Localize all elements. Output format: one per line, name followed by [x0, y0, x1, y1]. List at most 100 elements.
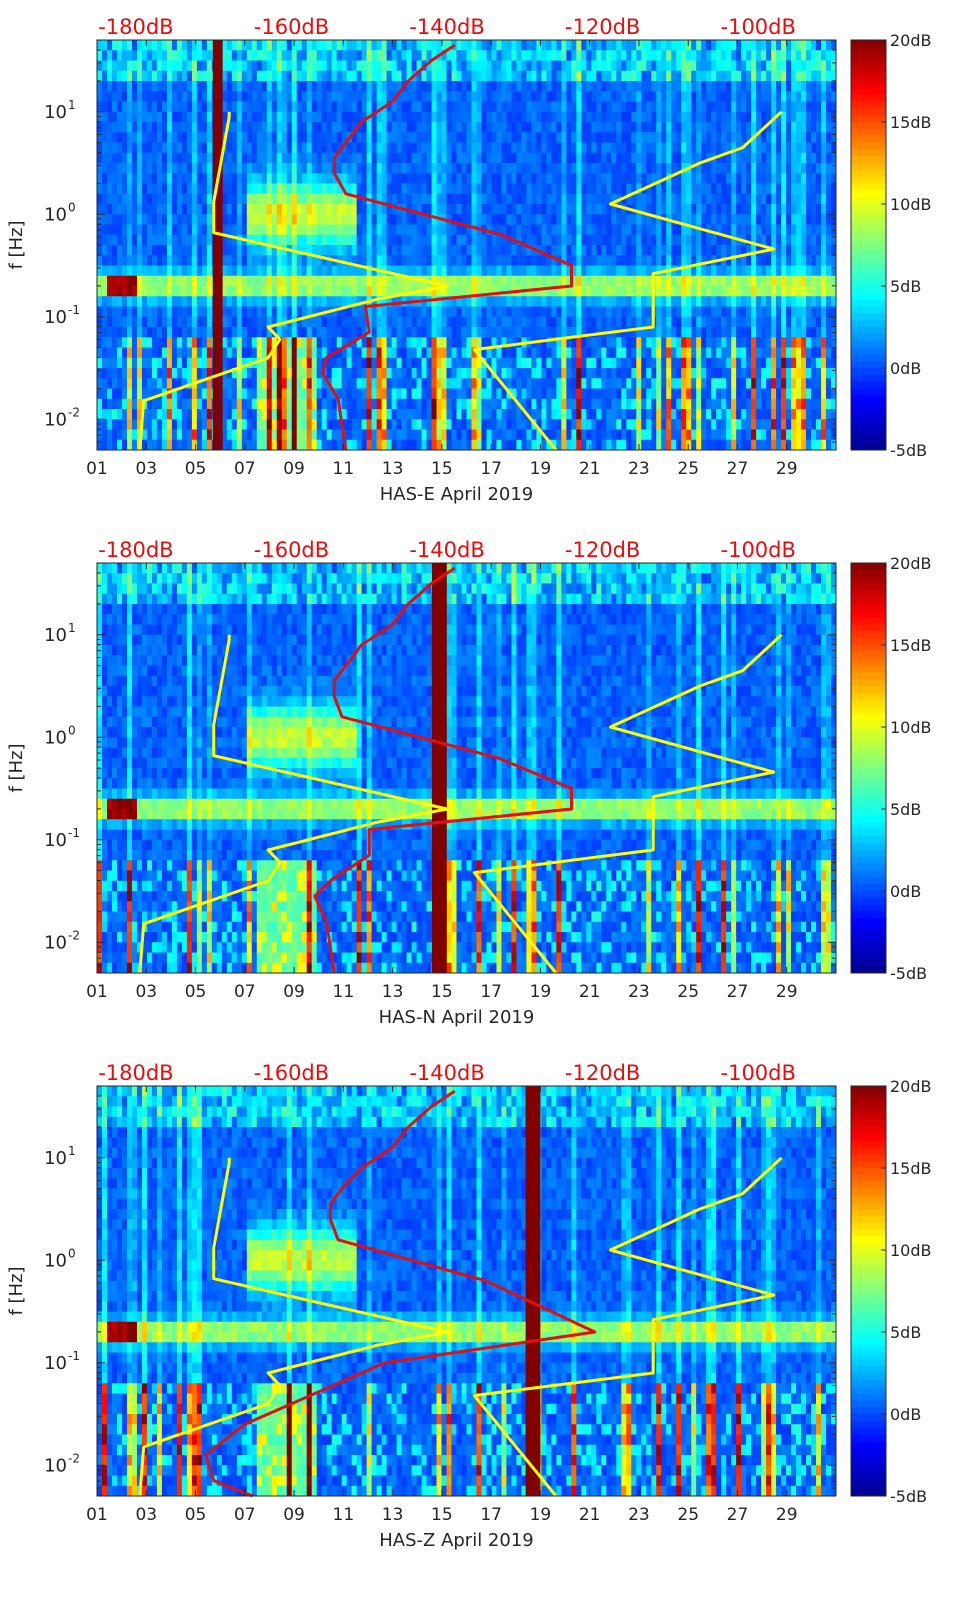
spectrogram-cell — [326, 214, 333, 225]
spectrogram-cell — [286, 347, 293, 359]
spectrogram-cell — [251, 245, 258, 256]
spectrogram-cell — [126, 409, 133, 420]
spectrogram-cell — [666, 255, 672, 266]
spectrogram-cell — [696, 368, 702, 379]
spectrogram-cell — [361, 275, 368, 287]
spectrogram-cell — [581, 60, 587, 72]
spectrogram-cell — [271, 419, 278, 430]
spectrogram-cell — [121, 439, 128, 451]
spectrogram-cell — [376, 101, 383, 113]
spectrogram-cell — [541, 245, 547, 256]
spectrogram-cell — [266, 50, 273, 61]
spectrogram-cell — [201, 111, 208, 123]
spectrogram-cell — [321, 347, 328, 359]
spectrogram-cell — [596, 316, 602, 328]
spectrogram-cell — [516, 60, 522, 72]
spectrogram-cell — [206, 40, 213, 51]
spectrogram-cell — [431, 132, 437, 143]
spectrogram-cell — [191, 337, 198, 348]
spectrogram-cell — [226, 275, 233, 287]
spectrogram-cell — [546, 316, 552, 328]
spectrogram-cell — [236, 81, 243, 92]
spectrogram-cell — [326, 347, 333, 359]
spectrogram-cell — [431, 173, 437, 184]
spectrogram-cell — [261, 429, 268, 441]
spectrogram-cell — [356, 132, 363, 143]
spectrogram-cell — [641, 368, 647, 379]
spectrogram-cell — [476, 152, 482, 164]
spectrogram-cell — [131, 40, 138, 51]
spectrogram-cell — [526, 409, 532, 420]
spectrogram-cell — [531, 91, 537, 102]
spectrogram-cell — [501, 327, 507, 338]
spectrogram-cell — [356, 357, 363, 369]
spectrogram-cell — [671, 132, 677, 143]
spectrogram-cell — [661, 429, 667, 441]
spectrogram-cell — [331, 50, 338, 61]
spectrogram-cell — [396, 245, 402, 256]
spectrogram-cell — [131, 245, 138, 256]
spectrogram-cell — [111, 357, 118, 369]
spectrogram-cell — [411, 152, 417, 164]
spectrogram-cell — [171, 224, 178, 236]
spectrogram-cell — [226, 357, 233, 369]
spectrogram-cell — [561, 122, 567, 133]
spectrogram-cell — [661, 122, 667, 133]
spectrogram-cell — [711, 173, 717, 184]
spectrogram-cell — [251, 347, 258, 359]
spectrogram-cell — [236, 378, 243, 389]
spectrogram-cell — [441, 132, 447, 143]
spectrogram-cell — [271, 275, 278, 287]
spectrogram-cell — [601, 173, 607, 184]
spectrogram-cell — [541, 296, 547, 307]
spectrogram-cell — [306, 439, 313, 451]
spectrogram-cell — [291, 60, 298, 72]
spectrogram-cell — [221, 214, 228, 225]
spectrogram-cell — [626, 327, 632, 338]
spectrogram-cell — [296, 132, 303, 143]
spectrogram-cell — [346, 91, 353, 102]
spectrogram-cell — [406, 429, 412, 441]
spectrogram-cell — [131, 327, 138, 338]
spectrogram-cell — [171, 419, 178, 430]
spectrogram-cell — [186, 388, 193, 400]
spectrogram-cell — [361, 111, 368, 123]
spectrogram-cell — [666, 122, 672, 133]
spectrogram-cell — [97, 388, 103, 400]
spectrogram-cell — [356, 378, 363, 389]
spectrogram-cell — [406, 142, 412, 154]
spectrogram-cell — [716, 398, 722, 410]
spectrogram-cell — [311, 132, 318, 143]
spectrogram-cell — [406, 245, 412, 256]
spectrogram-cell — [151, 40, 158, 51]
spectrogram-cell — [606, 388, 612, 400]
spectrogram-cell — [221, 398, 228, 410]
spectrogram-cell — [221, 357, 228, 369]
spectrogram-cell — [461, 327, 467, 338]
spectrogram-cell — [236, 132, 243, 143]
spectrogram-cell — [376, 255, 383, 266]
spectrogram-cell — [636, 91, 642, 102]
spectrogram-cell — [516, 204, 522, 215]
spectrogram-cell — [541, 378, 547, 389]
spectrogram-cell — [676, 316, 682, 328]
spectrogram-cell — [291, 419, 298, 430]
spectrogram-cell — [191, 255, 198, 266]
spectrogram-cell — [156, 419, 163, 430]
spectrogram-cell — [151, 439, 158, 451]
spectrogram-cell — [276, 327, 283, 338]
spectrogram-cell — [151, 378, 158, 389]
spectrogram-cell — [441, 378, 447, 389]
spectrogram-cell — [346, 234, 353, 246]
spectrogram-cell — [361, 368, 368, 379]
spectrogram-cell — [431, 142, 437, 154]
spectrogram-cell — [621, 132, 627, 143]
spectrogram-cell — [181, 368, 188, 379]
spectrogram-cell — [706, 163, 712, 174]
spectrogram-cell — [576, 50, 582, 61]
spectrogram-cell — [511, 275, 517, 287]
spectrogram-cell — [356, 255, 363, 266]
spectrogram-cell — [206, 81, 213, 92]
spectrogram-cell — [691, 193, 697, 205]
spectrogram-cell — [451, 439, 457, 451]
